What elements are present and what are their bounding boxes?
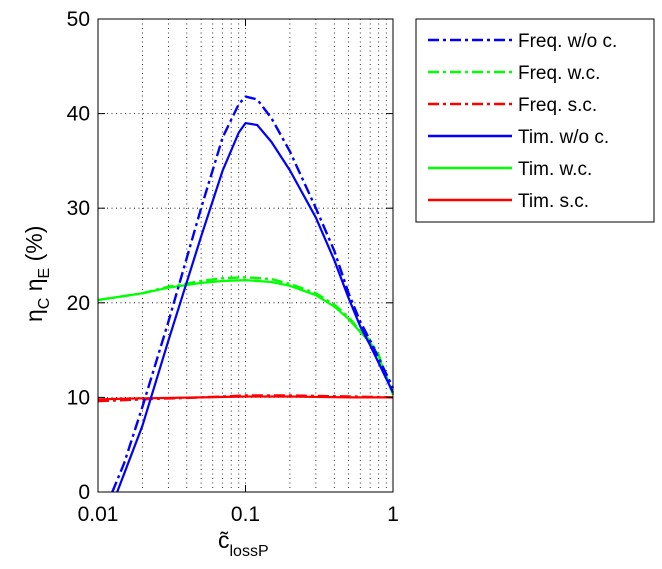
series-line	[111, 95, 395, 493]
y-tick-label: 30	[67, 197, 90, 220]
y-axis-label: ηC ηE (%)	[21, 226, 53, 322]
y-axis-label-eta2: η	[21, 278, 47, 291]
x-axis-label: c̃lossP	[218, 527, 269, 560]
legend-label: Freq. s.c.	[518, 95, 597, 116]
series-line	[116, 121, 394, 493]
legend-label: Tim. w.c.	[518, 159, 592, 180]
y-axis-label-unit: (%)	[21, 226, 47, 262]
y-tick-label: 0	[78, 481, 90, 504]
y-tick-label: 10	[67, 386, 90, 409]
plot-background	[98, 19, 393, 492]
legend-label: Tim. w/o c.	[518, 127, 609, 148]
y-axis-label-sub2: E	[36, 268, 53, 279]
x-axis-label-sub: lossP	[230, 543, 269, 560]
legend-label: Freq. w.c.	[518, 63, 600, 84]
y-tick-label: 50	[67, 8, 90, 31]
y-tick-label: 20	[67, 292, 90, 315]
x-axis-label-base: c̃	[218, 527, 230, 553]
x-tick-label: 1	[387, 503, 399, 526]
legend-label: Freq. w/o c.	[518, 31, 617, 52]
legend-box	[415, 18, 655, 223]
x-tick-label: 0.1	[231, 503, 260, 526]
x-tick-label: 0.01	[78, 503, 119, 526]
series-layer	[97, 95, 395, 493]
y-tick-label: 40	[67, 103, 90, 126]
y-axis-label-sub1: C	[36, 298, 53, 310]
series-line	[97, 395, 393, 401]
legend-label: Tim. s.c.	[518, 191, 589, 212]
y-axis-label-eta1: η	[21, 309, 47, 322]
legend: Freq. w/o c. Freq. w.c. Freq. s.c. Tim. w/o…	[415, 18, 655, 223]
